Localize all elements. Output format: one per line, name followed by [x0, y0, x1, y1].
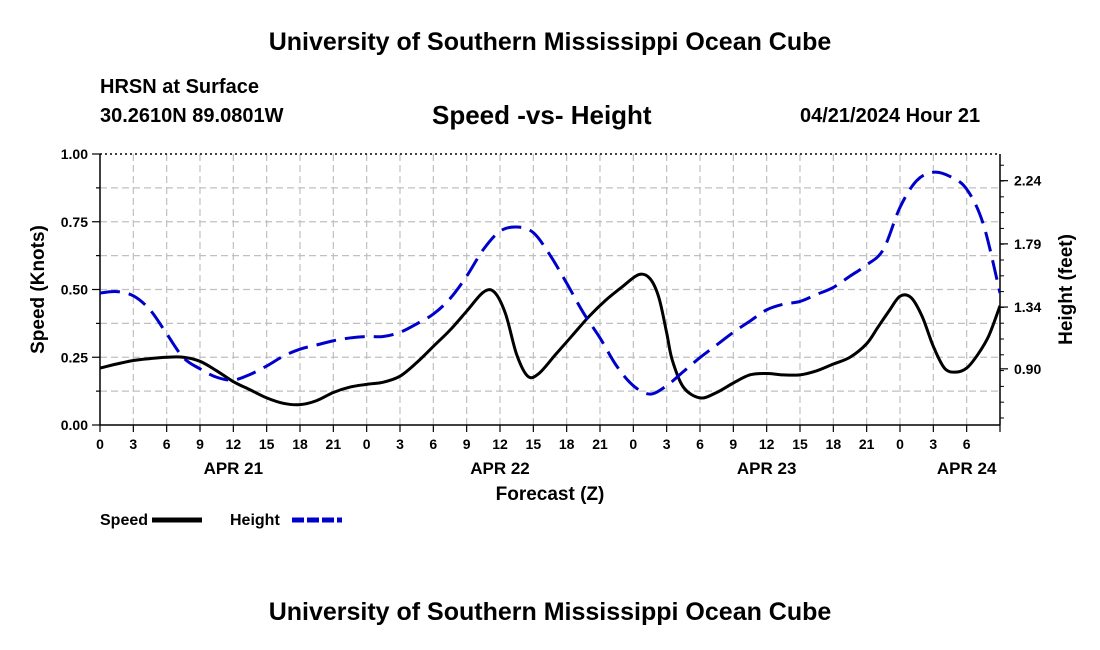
y2-tick-label: 2.24	[1014, 173, 1041, 189]
x-tick-label: 0	[96, 436, 104, 452]
station-name: HRSN at Surface	[100, 76, 259, 98]
chart-title: Speed -vs- Height	[432, 100, 652, 130]
y-tick-label: 0.25	[61, 349, 88, 365]
legend-label-height: Height	[230, 512, 280, 529]
x-tick-label: 12	[759, 436, 775, 452]
x-tick-label: 9	[196, 436, 204, 452]
x-tick-label: 6	[696, 436, 704, 452]
x-tick-label: 18	[826, 436, 842, 452]
height-series-line	[100, 170, 1000, 396]
y-axis-title: Speed (Knots)	[28, 225, 49, 354]
x-tick-label: 18	[292, 436, 308, 452]
y-tick-label: 0.50	[61, 282, 88, 298]
footer-title: University of Southern Mississippi Ocean…	[268, 598, 832, 626]
chart-date: 04/21/2024 Hour 21	[800, 105, 981, 127]
speed-series-line	[100, 272, 1000, 407]
station-coords: 30.2610N 89.0801W	[100, 105, 284, 127]
y2-axis-title: Height (feet)	[1056, 234, 1077, 345]
date-label: APR 21	[204, 459, 264, 478]
series	[100, 170, 1000, 407]
x-tick-label: 21	[859, 436, 875, 452]
x-tick-label: 18	[559, 436, 575, 452]
x-tick-label: 0	[896, 436, 904, 452]
x-tick-label: 12	[226, 436, 242, 452]
x-tick-label: 3	[663, 436, 671, 452]
axes	[92, 153, 1008, 432]
date-label: APR 22	[470, 459, 530, 478]
x-tick-label: 9	[729, 436, 737, 452]
x-axis-title: Forecast (Z)	[496, 484, 605, 505]
y2-tick-label: 0.90	[1014, 361, 1041, 377]
x-tick-label: 3	[929, 436, 937, 452]
y-tick-label: 0.00	[61, 417, 88, 433]
x-tick-label: 0	[629, 436, 637, 452]
legend-label-speed: Speed	[100, 512, 148, 529]
y-tick-label: 0.75	[61, 214, 88, 230]
x-tick-label: 15	[792, 436, 808, 452]
axis-labels: 0.00 0.25 0.50 0.75 1.00 0.90 1.34 1.79 2.24 0 3 6 9…	[28, 146, 1077, 505]
x-tick-label: 12	[492, 436, 508, 452]
x-tick-label: 15	[259, 436, 275, 452]
x-tick-label: 3	[129, 436, 137, 452]
x-tick-label: 3	[396, 436, 404, 452]
grid	[100, 154, 1000, 425]
y-tick-label: 1.00	[61, 146, 88, 162]
x-tick-label: 0	[363, 436, 371, 452]
x-tick-label: 9	[463, 436, 471, 452]
y2-tick-label: 1.34	[1014, 299, 1041, 315]
x-tick-label: 6	[163, 436, 171, 452]
x-tick-label: 6	[429, 436, 437, 452]
y2-tick-label: 1.79	[1014, 236, 1041, 252]
x-tick-label: 6	[963, 436, 971, 452]
page-title: University of Southern Mississippi Ocean…	[268, 28, 832, 56]
x-tick-label: 21	[592, 436, 608, 452]
date-label: APR 24	[937, 459, 997, 478]
x-tick-label: 21	[326, 436, 342, 452]
date-label: APR 23	[737, 459, 797, 478]
legend: Speed Height	[100, 512, 342, 529]
x-tick-label: 15	[526, 436, 542, 452]
